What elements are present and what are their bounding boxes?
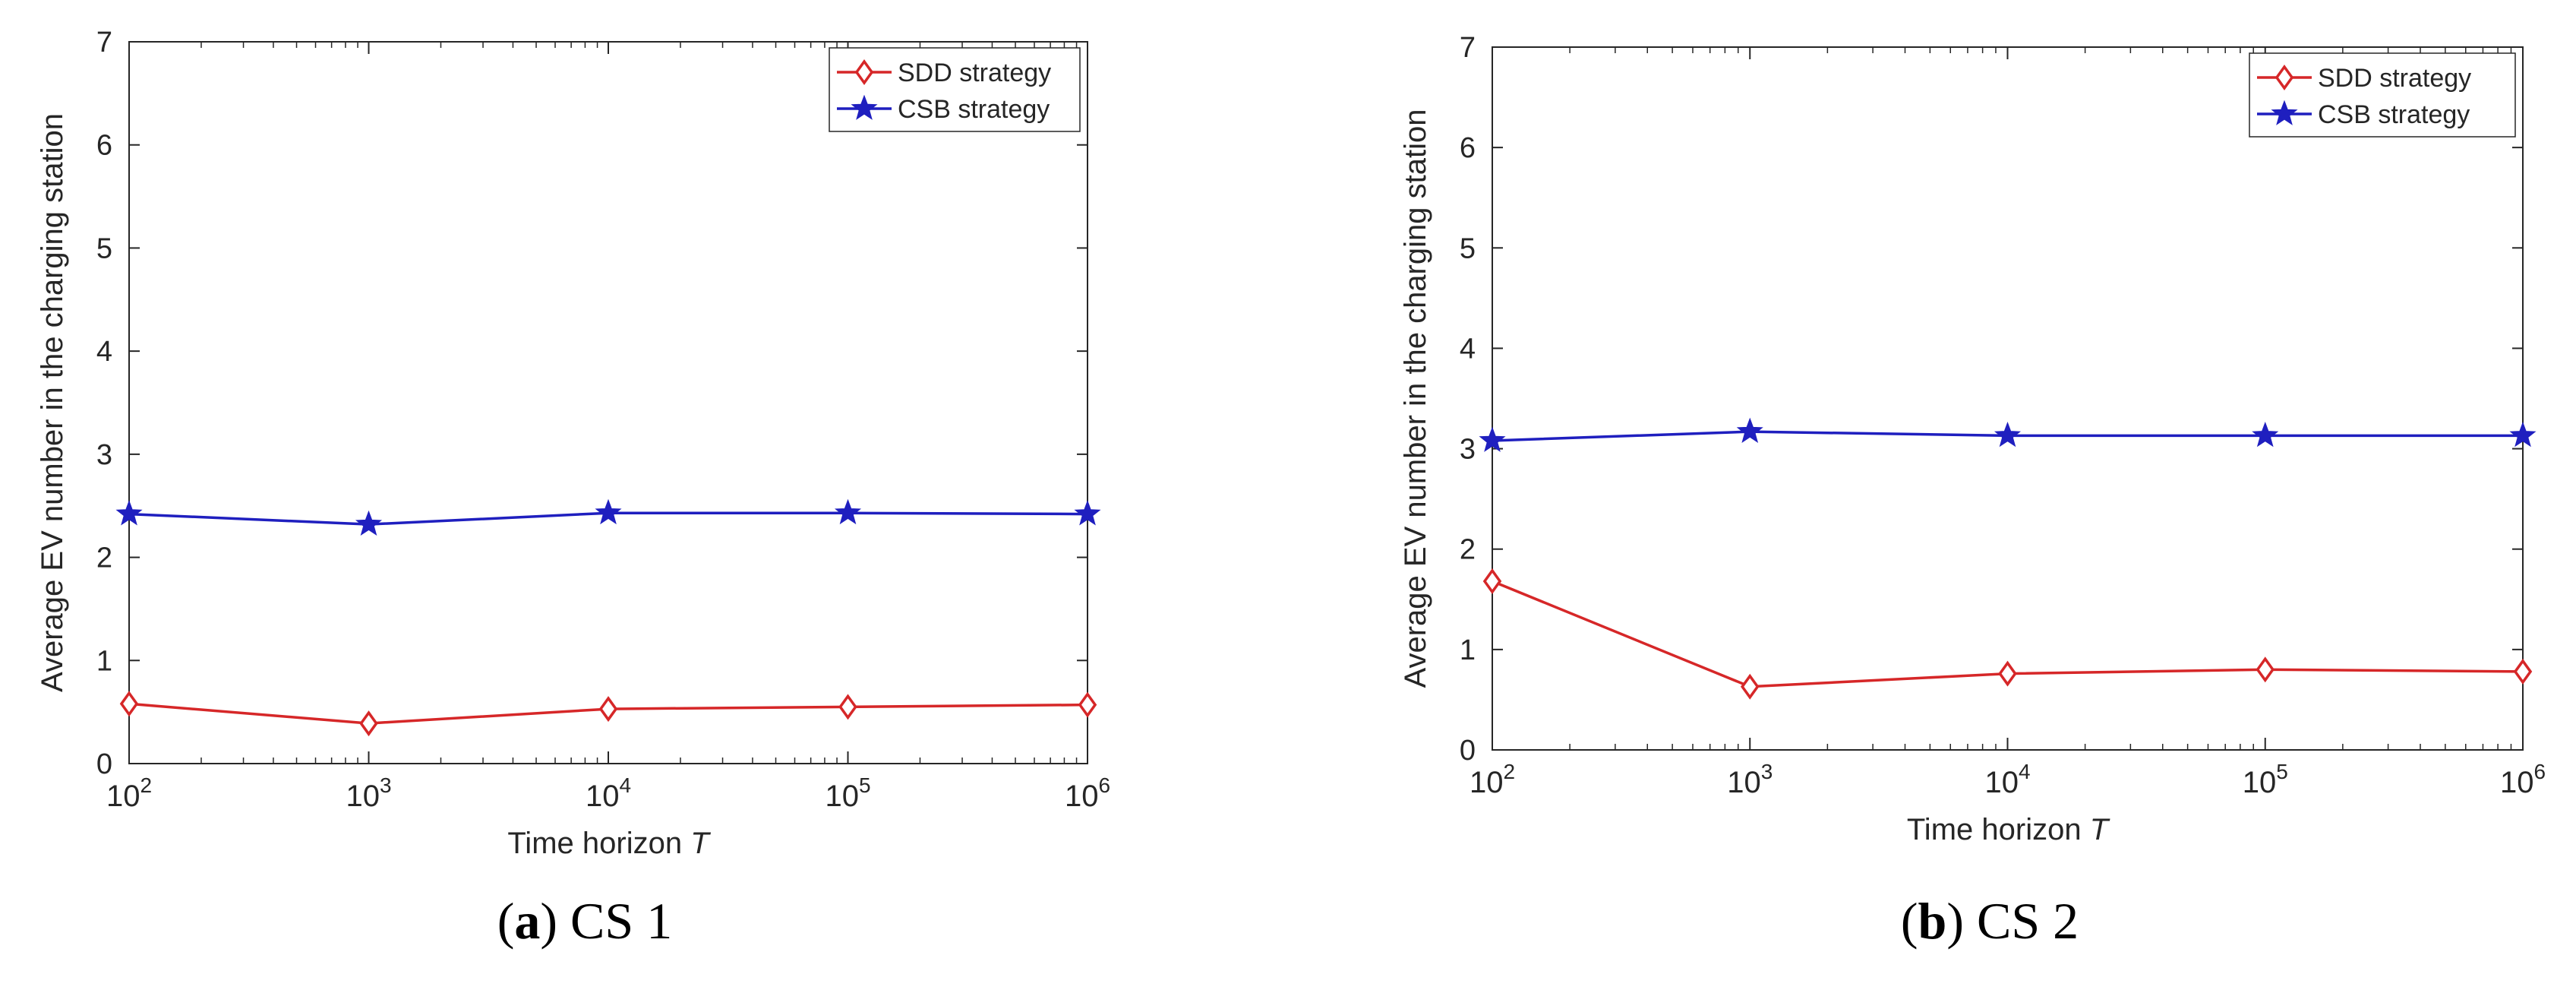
- data-point: [834, 498, 862, 525]
- y-tick-label: 2: [96, 542, 112, 574]
- x-tick-label: 102: [1470, 760, 1515, 799]
- legend-marker: [851, 94, 878, 120]
- y-tick-label: 0: [1460, 735, 1476, 767]
- chart-panel-b: 0 1 2 3 4 5 6 7 102 103 104 105 106 Time horizon T Ave…: [1399, 32, 2546, 950]
- chart-panel-a: 0 1 2 3 4 5 6 7 102 103 104 105 106 Time horizon T Ave…: [36, 27, 1110, 950]
- legend-label: CSB strategy: [898, 95, 1050, 124]
- y-tick-label: 0: [96, 748, 112, 780]
- data-point: [1479, 426, 1506, 452]
- data-point: [1074, 500, 1101, 526]
- data-point: [355, 510, 383, 536]
- y-tick-label: 4: [1460, 333, 1476, 365]
- legend-box: [2249, 52, 2516, 138]
- panel-caption: (b) CS 2: [1901, 892, 2079, 950]
- data-point: [359, 710, 378, 737]
- series-sdd-strategy: [1482, 568, 2533, 700]
- series-csb-strategy: [115, 498, 1101, 536]
- x-axis-label: Time horizon T: [1907, 813, 2110, 846]
- legend-marker: [2275, 65, 2294, 90]
- y-axis-label: Average EV number in the charging statio…: [36, 113, 69, 692]
- y-tick-label: 6: [96, 130, 112, 162]
- data-point: [2252, 421, 2279, 448]
- y-tick-label: 1: [96, 645, 112, 677]
- data-point: [115, 500, 143, 526]
- x-tick-label: 106: [2500, 760, 2546, 799]
- y-tick-label: 3: [96, 439, 112, 471]
- y-tick-label: 7: [96, 27, 112, 59]
- x-tick-label: 104: [586, 773, 631, 813]
- y-tick-label: 4: [96, 336, 112, 368]
- y-axis-label: Average EV number in the charging statio…: [1399, 109, 1432, 688]
- legend-label: SDD strategy: [2318, 64, 2471, 93]
- data-point: [595, 498, 622, 525]
- panel-caption: (a) CS 1: [497, 892, 672, 950]
- x-tick-label: 102: [106, 773, 152, 813]
- x-tick-label: 105: [825, 773, 870, 813]
- data-point: [1994, 421, 2022, 448]
- series-sdd-strategy: [119, 691, 1097, 737]
- y-tick-label: 5: [96, 232, 112, 264]
- data-point: [1741, 673, 1760, 700]
- y-tick-label: 1: [1460, 634, 1476, 666]
- legend-label: SDD strategy: [898, 59, 1051, 87]
- series-csb-strategy: [1479, 417, 2537, 452]
- legend-marker: [2271, 100, 2298, 125]
- x-tick-label: 103: [346, 773, 391, 813]
- y-tick-label: 2: [1460, 534, 1476, 566]
- legend: SDD strategy CSB strategy: [2249, 52, 2516, 138]
- data-point: [838, 694, 857, 720]
- data-point: [119, 691, 139, 717]
- legend-label: CSB strategy: [2318, 100, 2470, 129]
- data-point: [1998, 660, 2017, 687]
- y-tick-label: 5: [1460, 232, 1476, 264]
- y-tick-label: 3: [1460, 434, 1476, 466]
- legend: SDD strategy CSB strategy: [829, 47, 1081, 132]
- data-point: [2509, 421, 2537, 448]
- data-point: [2256, 656, 2275, 683]
- legend-marker: [854, 59, 874, 85]
- x-tick-label: 105: [2243, 760, 2288, 799]
- x-tick-label: 106: [1065, 773, 1110, 813]
- data-point: [598, 696, 618, 723]
- y-tick-label: 7: [1460, 32, 1476, 64]
- data-point: [2513, 658, 2533, 685]
- y-tick-label: 6: [1460, 132, 1476, 164]
- data-point: [1736, 417, 1763, 444]
- x-tick-label: 104: [1984, 760, 2030, 799]
- data-point: [1078, 691, 1097, 718]
- x-axis-label: Time horizon T: [507, 827, 711, 860]
- x-tick-label: 103: [1727, 760, 1773, 799]
- data-point: [1482, 568, 1502, 594]
